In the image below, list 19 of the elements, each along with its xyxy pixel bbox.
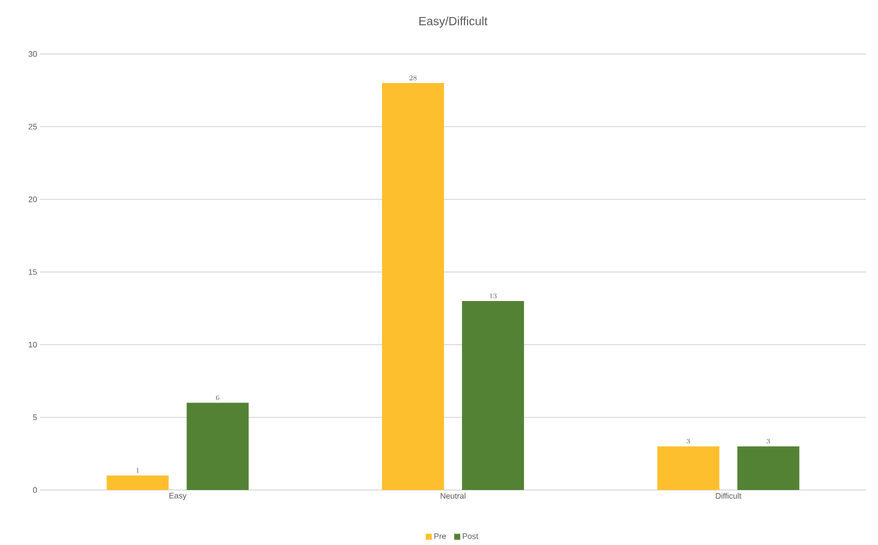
y-tick-label: 15 (28, 269, 37, 275)
x-tick-label: Neutral (440, 492, 466, 499)
x-tick-label: Difficult (716, 492, 742, 499)
legend-label: Pre (434, 533, 446, 540)
y-tick-label: 25 (28, 124, 37, 130)
y-tick-label: 20 (28, 196, 37, 202)
bar (737, 446, 800, 490)
bar (382, 83, 444, 490)
y-tick-label: 10 (28, 342, 37, 348)
legend-label: Post (462, 533, 478, 540)
chart-title: Easy/Difficult (419, 16, 488, 28)
bar (462, 301, 524, 490)
x-tick-label: Easy (169, 492, 187, 500)
y-tick-label: 30 (28, 51, 37, 57)
y-tick-label: 0 (33, 487, 37, 493)
y-tick-label: 5 (33, 414, 37, 420)
bar (657, 446, 720, 490)
bar (186, 402, 249, 490)
bar (106, 475, 169, 490)
